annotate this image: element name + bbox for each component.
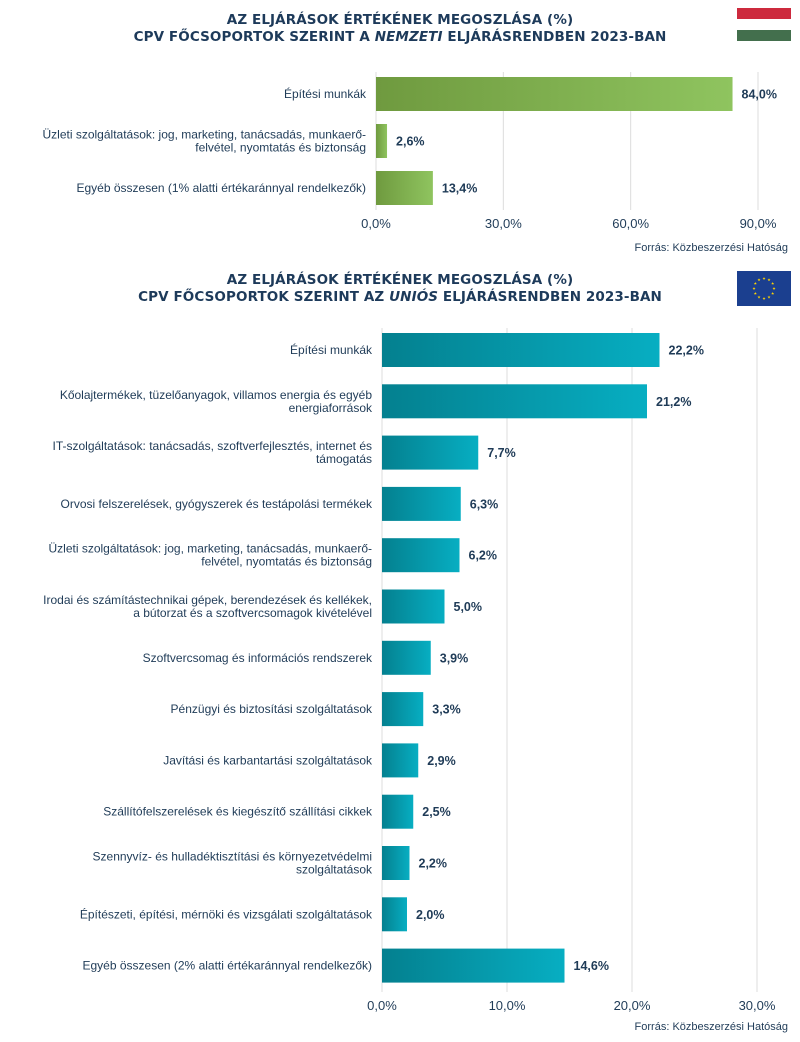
chart2-bar [382,743,419,778]
eu-star-icon [771,291,775,295]
eu-star-icon [757,278,761,282]
chart2-xtick-label: 0,0% [367,998,397,1013]
chart2-value-label: 22,2% [669,344,704,358]
chart2-xtick-label: 20,0% [614,998,651,1013]
chart2-title: AZ ELJÁRÁSOK ÉRTÉKÉNEK MEGOSZLÁSA (%) CP… [0,272,800,306]
chart1-bar-chart: 0,0% 30,0% 60,0% 90,0% 84,0% Építési munkák 2,… [43,72,777,231]
chart2-bar [382,897,407,932]
chart2-value-label: 6,2% [469,549,498,563]
chart2-bar [382,538,460,573]
chart1-title: AZ ELJÁRÁSOK ÉRTÉKÉNEK MEGOSZLÁSA (%) CP… [0,12,800,46]
chart2-category-label: Pénzügyi és biztosítási szolgáltatások [171,702,373,716]
chart1-value-label: 84,0% [742,88,777,102]
chart2-value-label: 3,9% [440,651,469,665]
chart1-category-label: Egyéb összesen (1% alatti értékaránnyal … [77,181,367,195]
chart2-value-label: 14,6% [574,959,609,973]
chart2-category-label: IT-szolgáltatások: tanácsadás, szoftverf… [53,439,373,466]
chart2-category-label: Szállítófelszerelések és kiegészítő szál… [103,805,373,819]
chart1-category-label: Építési munkák [284,86,367,101]
chart2-category-label: Építési munkák [290,342,373,357]
chart1-xtick-label: 0,0% [361,216,391,231]
chart1-bar [376,171,433,205]
chart1-xtick-label: 30,0% [485,216,522,231]
chart2-bar [382,589,445,624]
chart1-xtick-label: 90,0% [740,216,777,231]
eu-star-icon [767,278,771,282]
chart2-title-line2: CPV FŐCSOPORTOK SZERINT AZ UNIÓS ELJÁRÁS… [138,289,662,305]
eu-star-icon [753,291,757,295]
chart2-category-label: Üzleti szolgáltatások: jog, marketing, t… [49,542,373,569]
eu-star-icon [752,286,756,290]
chart2-value-label: 2,9% [427,754,456,768]
chart2-value-label: 2,5% [422,805,451,819]
chart1-bar [376,124,388,158]
chart2-value-label: 21,2% [656,395,691,409]
hungary-flag-icon [737,8,791,41]
chart2-title-line1: AZ ELJÁRÁSOK ÉRTÉKÉNEK MEGOSZLÁSA (%) [226,272,574,288]
chart2-bar [382,846,410,880]
chart2-category-label: Szoftvercsomag és információs rendszerek [143,651,373,665]
chart2-category-label: Egyéb összesen (2% alatti értékaránnyal … [83,959,373,973]
chart2-bar [382,692,424,727]
chart2-bar [382,948,565,983]
chart1-xtick-label: 60,0% [612,216,649,231]
chart2-value-label: 7,7% [487,446,516,460]
chart2-value-label: 3,3% [432,703,461,717]
eu-star-icon [762,276,766,280]
chart2-bar [382,384,647,419]
eu-star-icon [771,281,775,285]
chart2-category-label: Javítási és karbantartási szolgáltatások [163,753,373,767]
chart2-xtick-label: 30,0% [739,998,776,1013]
chart2-value-label: 2,0% [416,908,445,922]
chart2-category-label: Építészeti, építési, mérnöki és vizsgála… [80,906,373,921]
eu-star-icon [772,286,776,290]
eu-star-icon [767,295,771,299]
chart1-value-label: 13,4% [442,182,477,196]
chart2-category-label: Szennyvíz- és hulladéktisztítási és körn… [93,850,373,877]
eu-flag-icon [737,271,791,306]
chart1-title-line1: AZ ELJÁRÁSOK ÉRTÉKÉNEK MEGOSZLÁSA (%) [226,12,574,28]
eu-star-icon [762,296,766,300]
chart1-source: Forrás: Közbeszerzési Hatóság [634,242,788,254]
chart1-category-label: Üzleti szolgáltatások: jog, marketing, t… [43,128,367,155]
chart2-bar [382,486,461,521]
chart1-title-line2: CPV FŐCSOPORTOK SZERINT A NEMZETI ELJÁRÁ… [133,29,667,45]
chart1-bar [376,77,733,111]
chart2-category-label: Orvosi felszerelések, gyógyszerek és tes… [61,497,373,511]
chart2-value-label: 2,2% [419,857,448,871]
chart2-bar [382,435,479,470]
eu-star-icon [753,281,757,285]
chart2-bar-chart: 0,0% 10,0% 20,0% 30,0% 22,2% Építési munkák 21… [43,328,776,1013]
chart2-value-label: 5,0% [454,600,483,614]
chart1-value-label: 2,6% [396,135,425,149]
chart2-bar [382,333,660,367]
eu-star-icon [757,295,761,299]
chart2-bar [382,640,431,675]
chart2-category-label: Irodai és számítástechnikai gépek, beren… [43,593,372,620]
chart2-value-label: 6,3% [470,497,499,511]
chart2-source: Forrás: Közbeszerzési Hatóság [634,1021,788,1033]
chart2-category-label: Kőolajtermékek, tüzelőanyagok, villamos … [60,388,373,415]
chart2-xtick-label: 10,0% [489,998,526,1013]
chart2-bar [382,794,414,829]
